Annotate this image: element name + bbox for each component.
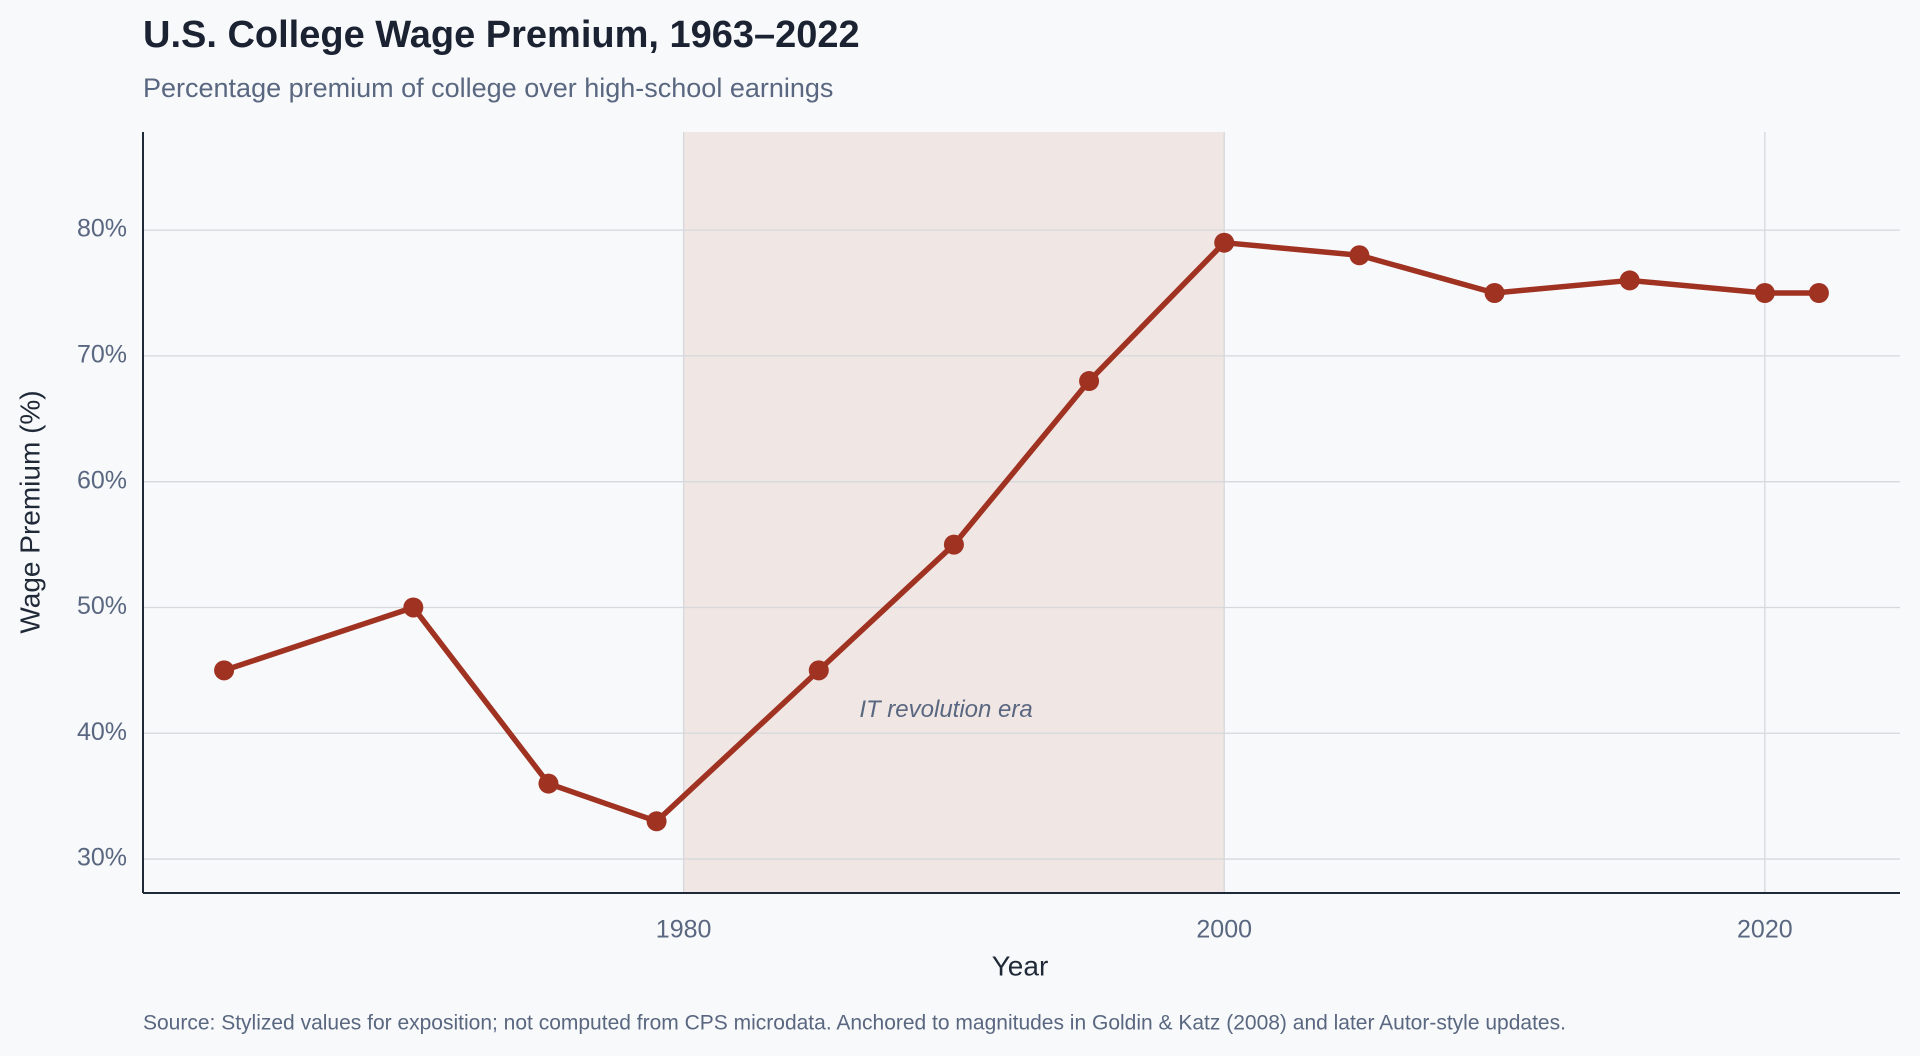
x-tick-label: 2020 xyxy=(1737,916,1793,944)
data-point xyxy=(1079,371,1100,392)
data-point xyxy=(808,660,829,681)
y-tick-label: 30% xyxy=(77,844,127,872)
data-point xyxy=(943,534,964,555)
data-point xyxy=(646,811,667,832)
data-point xyxy=(403,597,424,618)
x-tick-label: 1980 xyxy=(656,916,712,944)
shaded-span xyxy=(683,132,1225,893)
data-point xyxy=(1214,232,1235,253)
chart-subtitle: Percentage premium of college over high-… xyxy=(143,73,833,103)
data-point xyxy=(1808,283,1829,304)
data-point xyxy=(1484,283,1505,304)
data-point xyxy=(1349,245,1370,266)
annotation: IT revolution era xyxy=(859,696,1032,723)
x-axis-label: Year xyxy=(992,950,1049,981)
x-tick-label: 2000 xyxy=(1196,916,1252,944)
source-note: Source: Stylized values for exposition; … xyxy=(143,1012,1566,1035)
y-tick-label: 50% xyxy=(77,592,127,620)
data-point xyxy=(538,773,559,794)
chart-title: U.S. College Wage Premium, 1963–2022 xyxy=(143,14,860,56)
data-point xyxy=(1619,270,1640,291)
y-axis-label: Wage Premium (%) xyxy=(14,390,45,633)
y-tick-label: 40% xyxy=(77,718,127,746)
y-tick-label: 70% xyxy=(77,341,127,369)
data-point xyxy=(214,660,235,681)
y-tick-label: 80% xyxy=(77,215,127,243)
y-tick-label: 60% xyxy=(77,466,127,494)
data-point xyxy=(1754,283,1775,304)
